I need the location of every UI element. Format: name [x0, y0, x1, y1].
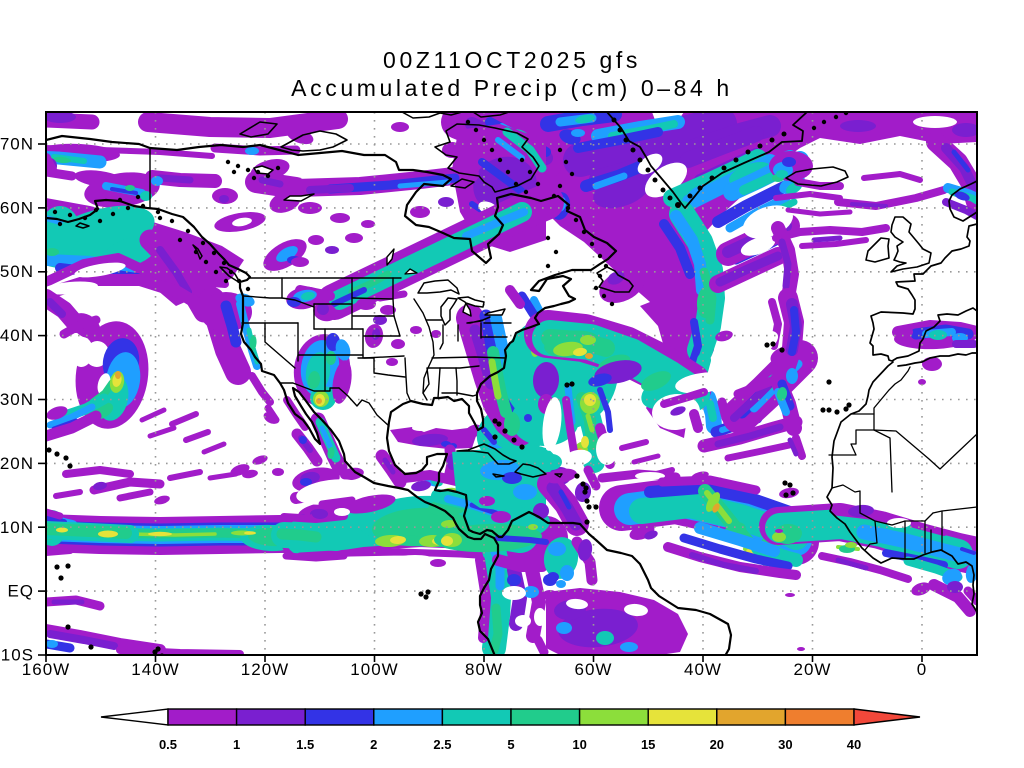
svg-text:1.5: 1.5 — [296, 737, 314, 752]
svg-text:00Z11OCT2025 gfs: 00Z11OCT2025 gfs — [383, 47, 641, 73]
svg-text:1: 1 — [233, 737, 240, 752]
svg-text:Accumulated Precip (cm) 0–84 h: Accumulated Precip (cm) 0–84 h — [291, 75, 733, 101]
svg-text:40: 40 — [847, 737, 861, 752]
svg-text:15: 15 — [641, 737, 655, 752]
svg-text:40W: 40W — [684, 660, 722, 679]
svg-text:70N: 70N — [0, 135, 34, 154]
svg-text:60N: 60N — [0, 198, 34, 217]
svg-text:2: 2 — [370, 737, 377, 752]
svg-text:20: 20 — [710, 737, 724, 752]
svg-text:60W: 60W — [575, 660, 613, 679]
svg-text:20N: 20N — [0, 454, 34, 473]
svg-text:40N: 40N — [0, 326, 34, 345]
svg-text:80W: 80W — [465, 660, 503, 679]
svg-text:2.5: 2.5 — [433, 737, 451, 752]
svg-text:10N: 10N — [0, 518, 34, 537]
svg-text:10: 10 — [572, 737, 586, 752]
svg-text:0.5: 0.5 — [159, 737, 177, 752]
svg-text:5: 5 — [507, 737, 514, 752]
svg-text:20W: 20W — [794, 660, 832, 679]
svg-text:30N: 30N — [0, 390, 34, 409]
svg-text:30: 30 — [778, 737, 792, 752]
svg-text:50N: 50N — [0, 262, 34, 281]
svg-text:0: 0 — [917, 660, 927, 679]
svg-text:120W: 120W — [241, 660, 289, 679]
svg-text:EQ: EQ — [7, 582, 34, 601]
svg-text:10S: 10S — [1, 646, 34, 665]
svg-text:160W: 160W — [22, 660, 70, 679]
svg-text:100W: 100W — [350, 660, 398, 679]
svg-text:140W: 140W — [131, 660, 179, 679]
